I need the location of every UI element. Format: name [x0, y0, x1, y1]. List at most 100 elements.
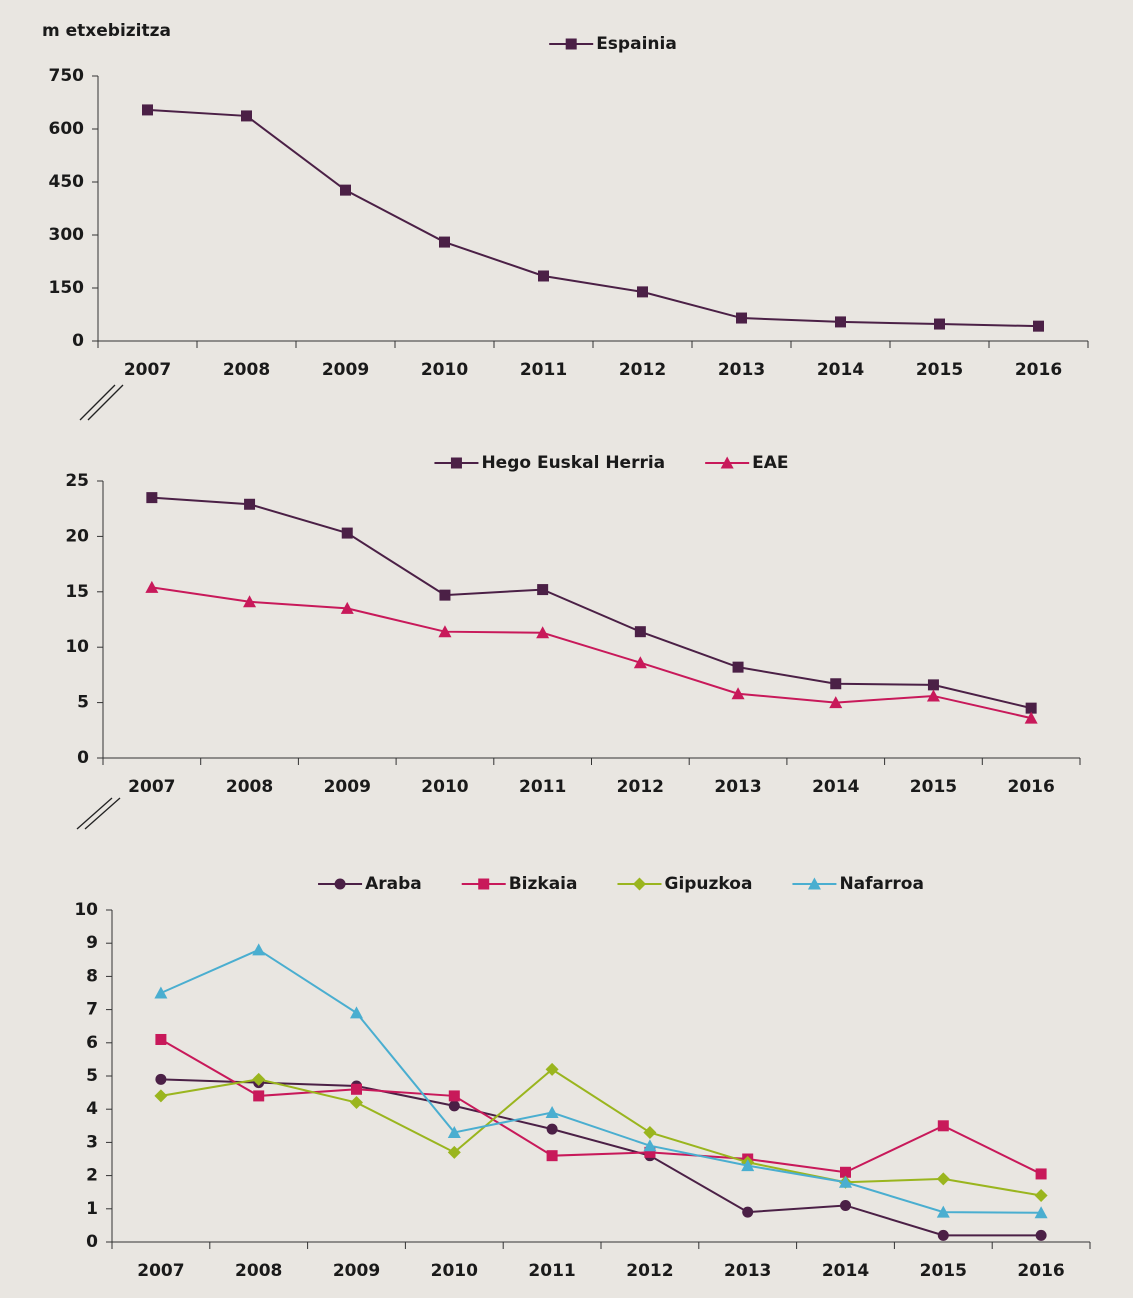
legend-marker	[807, 877, 821, 890]
x-tick-label: 2012	[617, 777, 664, 797]
y-tick-label: 750	[49, 66, 85, 86]
marker	[937, 1120, 949, 1132]
marker	[448, 1100, 460, 1112]
y-tick-label: 25	[65, 471, 89, 491]
series-line	[147, 108, 1039, 328]
legend-marker	[565, 38, 577, 50]
marker	[253, 1090, 265, 1102]
marker	[643, 1139, 657, 1152]
marker	[741, 1159, 755, 1172]
legend-label: Araba	[365, 874, 422, 894]
marker	[1034, 1206, 1048, 1219]
legend-label: Espainia	[596, 34, 677, 54]
marker	[926, 689, 940, 702]
y-tick-label: 8	[86, 966, 98, 986]
legend: Hego Euskal Herria EAE	[434, 453, 789, 473]
x-tick-label: 2011	[519, 777, 566, 797]
marker	[351, 1083, 362, 1095]
y-axis-label: m etxebizitza	[42, 21, 171, 41]
marker	[731, 687, 745, 700]
x-tick-label: 2014	[817, 360, 864, 380]
x-tick-label: 2016	[1017, 1261, 1064, 1281]
marker	[438, 625, 452, 638]
x-tick-label: 2010	[431, 1261, 478, 1281]
marker	[447, 1145, 461, 1159]
x-tick-label: 2012	[626, 1261, 673, 1281]
legend-marker	[632, 877, 646, 891]
marker	[742, 1206, 754, 1218]
marker	[1024, 711, 1038, 724]
legend-marker	[720, 456, 734, 469]
x-tick-label: 2007	[128, 777, 175, 797]
y-tick-label: 5	[86, 1066, 98, 1086]
legend-label: EAE	[752, 453, 788, 473]
y-tick-label: 0	[72, 331, 84, 351]
axis-break	[84, 797, 121, 830]
marker	[637, 286, 648, 298]
marker	[545, 1062, 559, 1076]
marker	[447, 1125, 461, 1138]
marker	[936, 1172, 950, 1186]
y-tick-label: 1	[86, 1199, 98, 1219]
marker	[154, 1089, 168, 1103]
marker	[243, 595, 257, 608]
x-tick-label: 2008	[223, 360, 270, 380]
marker	[644, 1146, 656, 1158]
marker	[634, 626, 646, 638]
marker	[252, 1072, 266, 1086]
legend: Araba Bizkaia Gipuzkoa Nafarroa	[318, 874, 924, 894]
series-line	[151, 496, 1032, 710]
x-tick-label: 2016	[1007, 777, 1054, 797]
marker	[340, 184, 351, 196]
legend-marker	[478, 878, 490, 890]
y-tick-label: 10	[65, 637, 89, 657]
marker	[937, 1229, 949, 1241]
y-tick-label: 5	[77, 693, 89, 713]
legend-label: Nafarroa	[839, 874, 924, 894]
marker	[448, 1090, 460, 1102]
y-tick-label: 600	[49, 119, 85, 139]
series-line	[160, 1038, 1042, 1175]
x-tick-label: 2014	[812, 777, 859, 797]
y-tick-label: 0	[86, 1232, 98, 1252]
marker	[934, 318, 945, 330]
x-tick-label: 2009	[333, 1261, 380, 1281]
marker	[1035, 1229, 1047, 1241]
marker	[835, 316, 846, 328]
y-tick-label: 2	[86, 1166, 98, 1186]
x-tick-label: 2012	[619, 360, 666, 380]
marker	[840, 1166, 851, 1178]
marker	[145, 580, 159, 593]
y-tick-label: 3	[86, 1132, 98, 1152]
legend-label: Gipuzkoa	[664, 874, 752, 894]
y-tick-label: 7	[86, 1000, 98, 1020]
marker	[927, 679, 939, 691]
marker	[155, 1073, 167, 1085]
marker	[341, 527, 353, 539]
marker	[439, 236, 450, 248]
x-tick-label: 2013	[718, 360, 765, 380]
marker	[439, 589, 451, 601]
y-tick-label: 450	[49, 172, 85, 192]
marker	[146, 492, 158, 504]
axis-break	[87, 384, 124, 421]
marker	[142, 104, 153, 116]
x-tick-label: 2009	[322, 360, 369, 380]
y-tick-label: 6	[86, 1033, 98, 1053]
legend-label: Bizkaia	[509, 874, 578, 894]
series-line	[160, 1078, 1042, 1237]
axis-break	[76, 797, 113, 830]
marker	[936, 1205, 950, 1218]
x-tick-label: 2015	[916, 360, 963, 380]
series-line	[151, 586, 1032, 720]
marker	[340, 601, 354, 614]
marker	[839, 1175, 852, 1188]
marker	[840, 1199, 851, 1211]
marker	[732, 661, 744, 673]
x-tick-label: 2010	[421, 777, 468, 797]
legend-label: Hego Euskal Herria	[481, 453, 665, 473]
marker	[545, 1106, 559, 1119]
x-tick-label: 2013	[724, 1261, 771, 1281]
marker	[350, 1096, 363, 1110]
